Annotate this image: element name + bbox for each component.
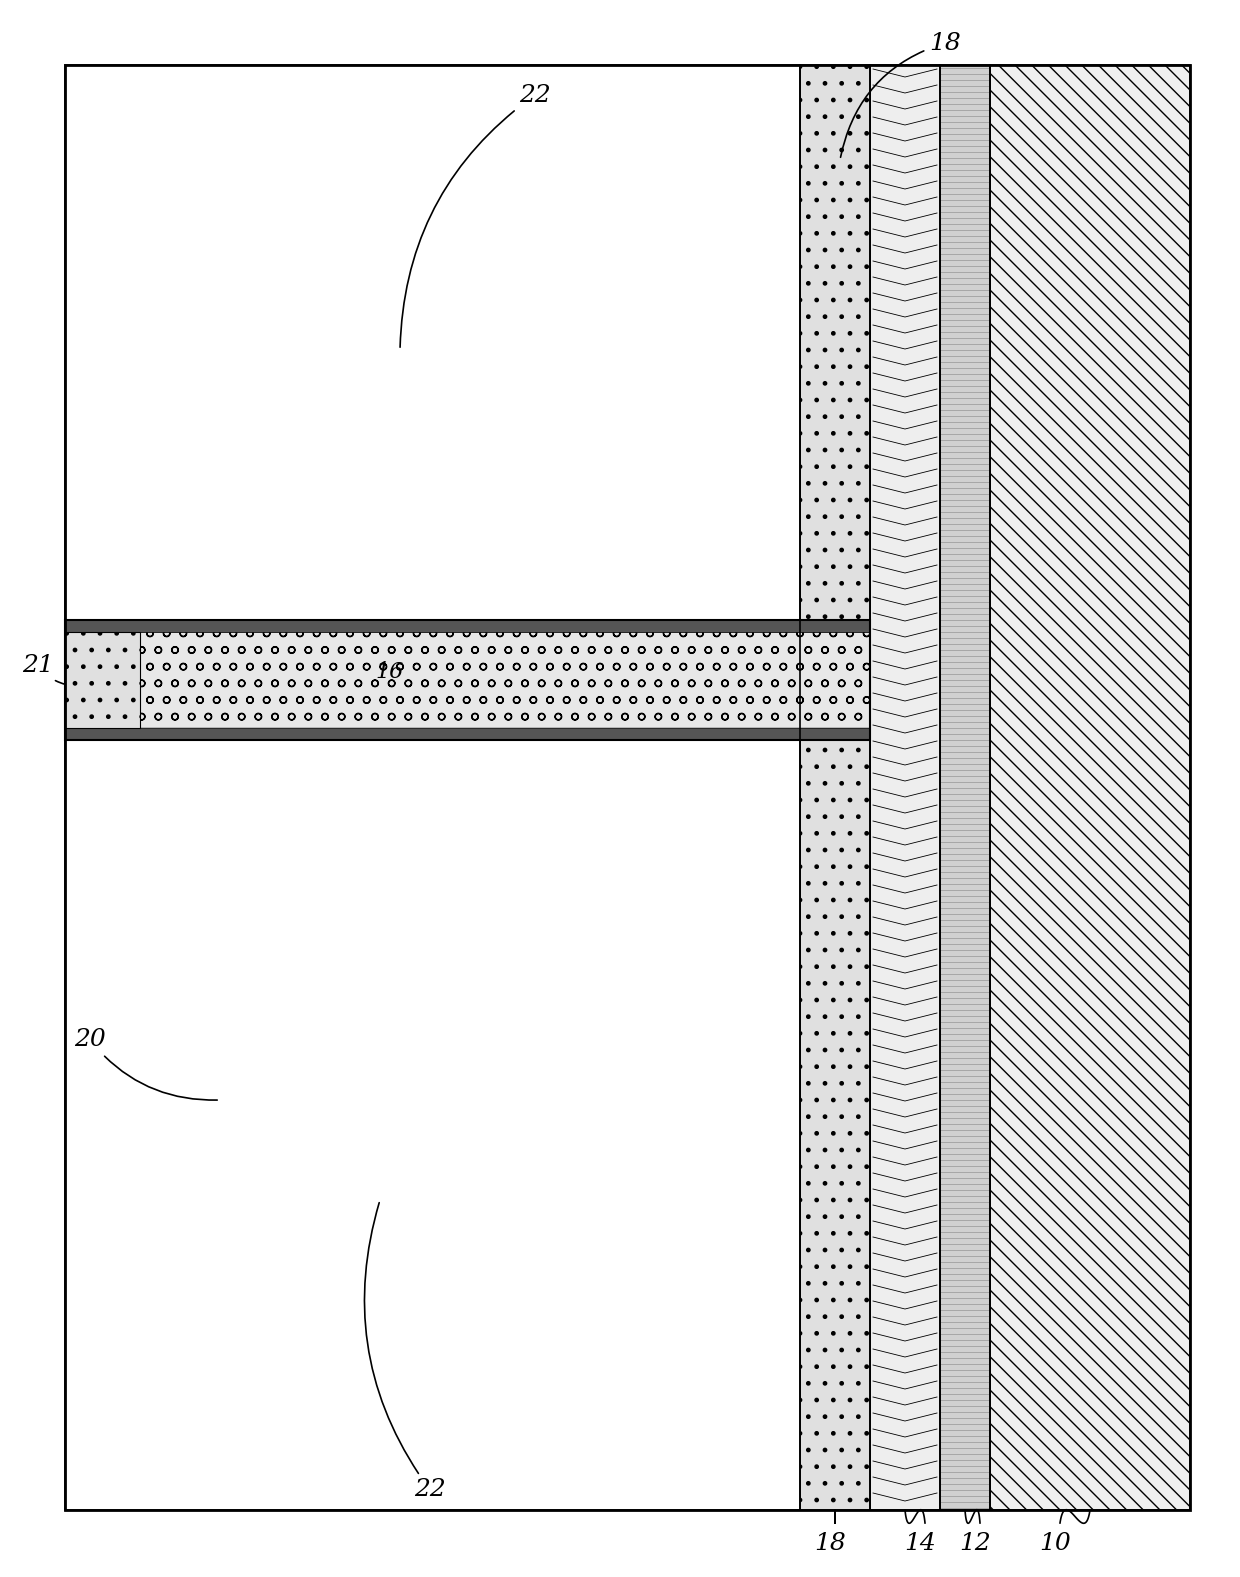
Bar (870, 65, 940, 1511)
Text: 18: 18 (841, 32, 961, 158)
Bar (940, 65, 990, 1511)
Bar (800, 65, 870, 1511)
Bar (64, 620, 870, 632)
Bar (800, 65, 870, 1511)
Text: 22: 22 (401, 84, 551, 347)
Text: 10: 10 (1039, 1531, 1071, 1555)
Text: 22: 22 (365, 1203, 446, 1501)
Text: 20: 20 (74, 1028, 217, 1101)
Text: 14: 14 (904, 1531, 936, 1555)
Bar (64, 632, 140, 729)
Text: 18: 18 (815, 1531, 846, 1555)
Text: 21: 21 (22, 653, 66, 684)
Bar (990, 65, 1190, 1511)
Text: 16: 16 (376, 661, 404, 683)
Bar (64, 620, 870, 740)
Bar (64, 729, 870, 740)
Bar (990, 65, 1190, 1511)
Bar (940, 65, 990, 1511)
Bar (64, 740, 800, 1511)
Bar (64, 65, 800, 620)
Text: 12: 12 (959, 1531, 991, 1555)
Bar (64, 632, 870, 729)
Bar (870, 65, 940, 1511)
